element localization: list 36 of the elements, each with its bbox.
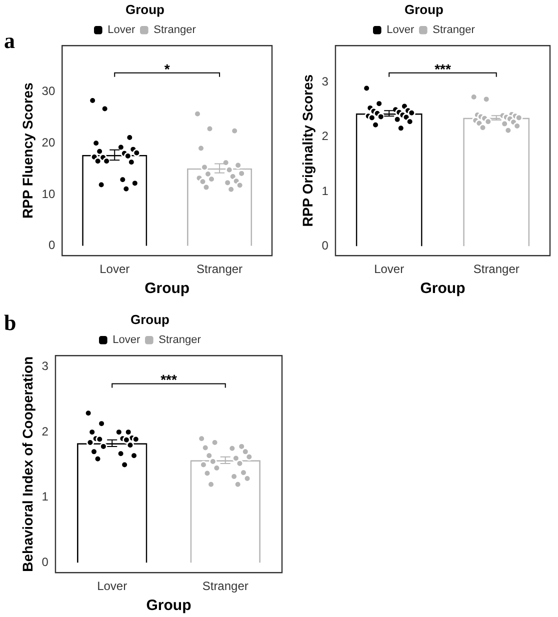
x-axis-title: Group: [146, 597, 192, 614]
x-tick-label: Stranger: [196, 262, 243, 276]
legend-label: Stranger: [158, 334, 202, 346]
legend-title: Group: [130, 312, 170, 328]
y-tick-label: 0: [48, 238, 56, 252]
y-tick-label: 3: [42, 359, 49, 374]
y-tick-label: 2: [322, 129, 329, 144]
x-tick-label: Lover: [100, 262, 130, 276]
annotation: *: [164, 60, 170, 77]
chart-title: a: [4, 28, 15, 53]
annotation: ***: [434, 60, 452, 77]
x-axis-title: Group: [144, 280, 190, 298]
y-tick-label: 3: [322, 74, 329, 89]
legend-title: Group: [126, 2, 165, 18]
y-tick-label: 1: [42, 490, 49, 504]
legend-label: Stranger: [154, 24, 196, 36]
annotation: ***: [160, 372, 178, 388]
x-tick-label: Stranger: [473, 262, 520, 276]
y-tick-label: 10: [42, 186, 56, 201]
legend-label: Lover: [112, 334, 140, 346]
y-tick-label: 1: [322, 184, 329, 198]
y-tick-label: 30: [42, 84, 56, 98]
y-axis-title: Behavioral Index of Cooperation: [19, 356, 36, 572]
x-tick-label: Lover: [374, 262, 404, 276]
y-tick-label: 20: [42, 135, 56, 150]
y-tick-label: 0: [42, 555, 49, 570]
legend-label: Lover: [108, 24, 136, 36]
y-axis-title: RPP Fluency Scores: [19, 82, 36, 219]
chart-title: b: [4, 310, 16, 335]
y-tick-label: 2: [42, 424, 49, 438]
legend-title: Group: [404, 2, 444, 18]
x-axis-title: Group: [420, 280, 466, 298]
legend-label: Lover: [386, 24, 414, 36]
y-tick-label: 0: [322, 238, 329, 253]
y-axis-title: RPP Originality Scores: [299, 74, 316, 227]
legend-label: Stranger: [432, 24, 476, 36]
